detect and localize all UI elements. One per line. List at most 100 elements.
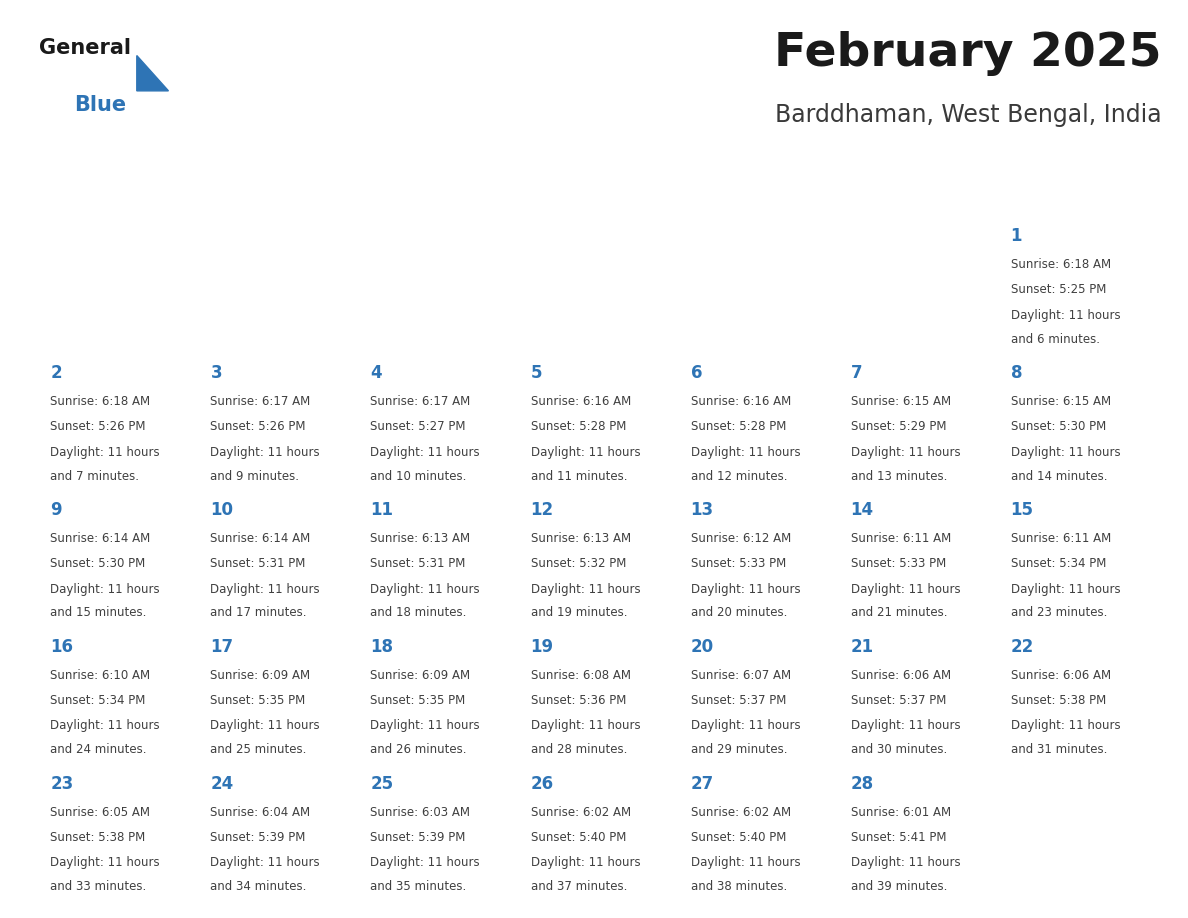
Text: and 19 minutes.: and 19 minutes. xyxy=(531,607,627,620)
Text: and 9 minutes.: and 9 minutes. xyxy=(210,470,299,483)
Text: Sunrise: 6:10 AM: Sunrise: 6:10 AM xyxy=(50,669,151,682)
Text: and 34 minutes.: and 34 minutes. xyxy=(210,880,307,893)
Text: Daylight: 11 hours: Daylight: 11 hours xyxy=(690,445,801,459)
Text: Sunset: 5:38 PM: Sunset: 5:38 PM xyxy=(1011,694,1106,707)
Text: 11: 11 xyxy=(371,501,393,519)
Text: and 18 minutes.: and 18 minutes. xyxy=(371,607,467,620)
Text: 23: 23 xyxy=(50,775,74,793)
Text: and 10 minutes.: and 10 minutes. xyxy=(371,470,467,483)
Text: Sunset: 5:39 PM: Sunset: 5:39 PM xyxy=(371,831,466,844)
Text: Daylight: 11 hours: Daylight: 11 hours xyxy=(690,583,801,596)
Text: Sunset: 5:32 PM: Sunset: 5:32 PM xyxy=(531,557,626,570)
Text: 17: 17 xyxy=(210,638,234,656)
Text: 22: 22 xyxy=(1011,638,1034,656)
Text: Daylight: 11 hours: Daylight: 11 hours xyxy=(851,445,960,459)
Text: 18: 18 xyxy=(371,638,393,656)
Text: Sunset: 5:37 PM: Sunset: 5:37 PM xyxy=(690,694,786,707)
Text: and 7 minutes.: and 7 minutes. xyxy=(50,470,139,483)
Text: Sunrise: 6:06 AM: Sunrise: 6:06 AM xyxy=(851,669,950,682)
Text: Daylight: 11 hours: Daylight: 11 hours xyxy=(1011,720,1120,733)
Text: February 2025: February 2025 xyxy=(775,30,1162,75)
Text: 28: 28 xyxy=(851,775,873,793)
Text: Sunset: 5:35 PM: Sunset: 5:35 PM xyxy=(371,694,466,707)
Text: Sunrise: 6:15 AM: Sunrise: 6:15 AM xyxy=(1011,395,1111,408)
Text: Sunset: 5:29 PM: Sunset: 5:29 PM xyxy=(851,420,946,433)
Text: Sunrise: 6:13 AM: Sunrise: 6:13 AM xyxy=(531,532,631,545)
Text: Sunrise: 6:14 AM: Sunrise: 6:14 AM xyxy=(50,532,151,545)
Text: 1: 1 xyxy=(1011,228,1022,245)
Text: Sunrise: 6:15 AM: Sunrise: 6:15 AM xyxy=(851,395,950,408)
Text: Sunrise: 6:12 AM: Sunrise: 6:12 AM xyxy=(690,532,791,545)
Text: Sunrise: 6:11 AM: Sunrise: 6:11 AM xyxy=(851,532,950,545)
Text: Blue: Blue xyxy=(74,95,126,115)
Text: 13: 13 xyxy=(690,501,714,519)
Text: Sunset: 5:28 PM: Sunset: 5:28 PM xyxy=(690,420,786,433)
Text: Sunset: 5:41 PM: Sunset: 5:41 PM xyxy=(851,831,946,844)
Text: Daylight: 11 hours: Daylight: 11 hours xyxy=(371,856,480,869)
Text: 21: 21 xyxy=(851,638,873,656)
Text: Daylight: 11 hours: Daylight: 11 hours xyxy=(851,856,960,869)
Text: Sunrise: 6:04 AM: Sunrise: 6:04 AM xyxy=(210,806,310,819)
Text: 8: 8 xyxy=(1011,364,1022,382)
Text: Sunrise: 6:18 AM: Sunrise: 6:18 AM xyxy=(50,395,151,408)
Text: Sunset: 5:40 PM: Sunset: 5:40 PM xyxy=(531,831,626,844)
Text: General: General xyxy=(39,38,131,58)
Text: Sunset: 5:31 PM: Sunset: 5:31 PM xyxy=(371,557,466,570)
Text: Sunset: 5:30 PM: Sunset: 5:30 PM xyxy=(50,557,146,570)
Text: Daylight: 11 hours: Daylight: 11 hours xyxy=(851,720,960,733)
Text: Daylight: 11 hours: Daylight: 11 hours xyxy=(210,445,320,459)
Text: Barddhaman, West Bengal, India: Barddhaman, West Bengal, India xyxy=(776,103,1162,127)
Text: and 23 minutes.: and 23 minutes. xyxy=(1011,607,1107,620)
Text: Sunrise: 6:09 AM: Sunrise: 6:09 AM xyxy=(210,669,310,682)
Text: Sunrise: 6:18 AM: Sunrise: 6:18 AM xyxy=(1011,258,1111,271)
Text: Sunset: 5:33 PM: Sunset: 5:33 PM xyxy=(851,557,946,570)
Text: 27: 27 xyxy=(690,775,714,793)
Text: Daylight: 11 hours: Daylight: 11 hours xyxy=(690,720,801,733)
Text: 5: 5 xyxy=(531,364,542,382)
Text: and 21 minutes.: and 21 minutes. xyxy=(851,607,947,620)
Text: Daylight: 11 hours: Daylight: 11 hours xyxy=(1011,445,1120,459)
Text: Sunset: 5:30 PM: Sunset: 5:30 PM xyxy=(1011,420,1106,433)
Text: and 20 minutes.: and 20 minutes. xyxy=(690,607,786,620)
Text: 24: 24 xyxy=(210,775,234,793)
Text: Sunset: 5:34 PM: Sunset: 5:34 PM xyxy=(50,694,146,707)
Text: and 14 minutes.: and 14 minutes. xyxy=(1011,470,1107,483)
Text: Sunset: 5:37 PM: Sunset: 5:37 PM xyxy=(851,694,946,707)
Text: Sunrise: 6:02 AM: Sunrise: 6:02 AM xyxy=(690,806,791,819)
Text: and 13 minutes.: and 13 minutes. xyxy=(851,470,947,483)
Text: Sunset: 5:39 PM: Sunset: 5:39 PM xyxy=(210,831,305,844)
Text: and 33 minutes.: and 33 minutes. xyxy=(50,880,146,893)
Text: 12: 12 xyxy=(531,501,554,519)
Text: and 26 minutes.: and 26 minutes. xyxy=(371,744,467,756)
Text: Daylight: 11 hours: Daylight: 11 hours xyxy=(690,856,801,869)
Text: 3: 3 xyxy=(210,364,222,382)
Text: Sunrise: 6:07 AM: Sunrise: 6:07 AM xyxy=(690,669,791,682)
Text: Sunrise: 6:03 AM: Sunrise: 6:03 AM xyxy=(371,806,470,819)
Text: Sunrise: 6:09 AM: Sunrise: 6:09 AM xyxy=(371,669,470,682)
Text: Thursday: Thursday xyxy=(691,185,778,204)
Text: Sunset: 5:40 PM: Sunset: 5:40 PM xyxy=(690,831,786,844)
Text: 25: 25 xyxy=(371,775,393,793)
Text: and 39 minutes.: and 39 minutes. xyxy=(851,880,947,893)
Text: Sunset: 5:35 PM: Sunset: 5:35 PM xyxy=(210,694,305,707)
Text: and 35 minutes.: and 35 minutes. xyxy=(371,880,467,893)
Text: 15: 15 xyxy=(1011,501,1034,519)
Text: Daylight: 11 hours: Daylight: 11 hours xyxy=(531,856,640,869)
Text: Daylight: 11 hours: Daylight: 11 hours xyxy=(851,583,960,596)
Text: Sunrise: 6:16 AM: Sunrise: 6:16 AM xyxy=(690,395,791,408)
Text: 9: 9 xyxy=(50,501,62,519)
Text: Sunset: 5:26 PM: Sunset: 5:26 PM xyxy=(210,420,307,433)
Text: Sunrise: 6:11 AM: Sunrise: 6:11 AM xyxy=(1011,532,1111,545)
Text: Daylight: 11 hours: Daylight: 11 hours xyxy=(371,720,480,733)
Text: and 38 minutes.: and 38 minutes. xyxy=(690,880,786,893)
Text: and 29 minutes.: and 29 minutes. xyxy=(690,744,786,756)
Text: Daylight: 11 hours: Daylight: 11 hours xyxy=(50,583,160,596)
Text: Sunset: 5:27 PM: Sunset: 5:27 PM xyxy=(371,420,466,433)
Text: Sunrise: 6:17 AM: Sunrise: 6:17 AM xyxy=(210,395,311,408)
Text: and 31 minutes.: and 31 minutes. xyxy=(1011,744,1107,756)
Text: Daylight: 11 hours: Daylight: 11 hours xyxy=(50,720,160,733)
Text: 14: 14 xyxy=(851,501,873,519)
Text: Daylight: 11 hours: Daylight: 11 hours xyxy=(531,445,640,459)
Text: Daylight: 11 hours: Daylight: 11 hours xyxy=(50,445,160,459)
Text: Daylight: 11 hours: Daylight: 11 hours xyxy=(210,583,320,596)
